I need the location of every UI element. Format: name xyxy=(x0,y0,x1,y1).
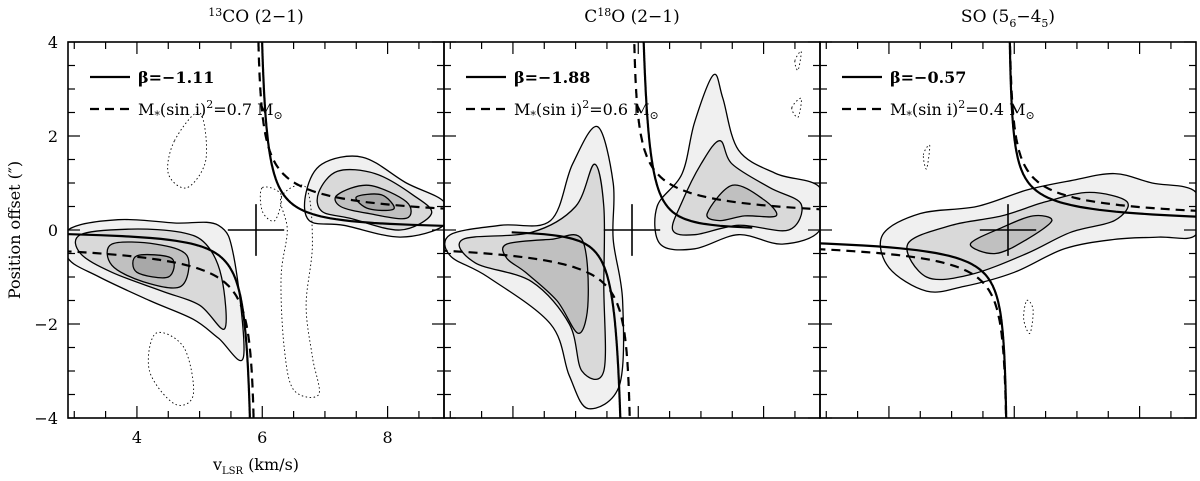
y-tick-label: 0 xyxy=(48,221,58,240)
negative-contour xyxy=(791,97,802,118)
legend-solid-label: β=−1.11 xyxy=(138,68,214,87)
panel-3-title: SO (56−45) xyxy=(961,7,1055,30)
y-tick-label: 4 xyxy=(48,33,58,52)
negative-contour xyxy=(279,184,320,398)
powerlaw-curve-redshift xyxy=(642,42,753,229)
panel-2-plot xyxy=(444,42,820,418)
panel-1-plot xyxy=(68,42,444,418)
panel-2-title: C18O (2−1) xyxy=(584,6,680,27)
negative-contour xyxy=(147,332,195,406)
x-tick-label: 4 xyxy=(132,428,142,447)
powerlaw-curve-blueshift xyxy=(820,242,1008,418)
powerlaw-curve-redshift xyxy=(1008,42,1196,218)
powerlaw-curve-redshift xyxy=(261,42,444,227)
y-tick-label: −2 xyxy=(34,315,58,334)
x-axis-label: vLSR (km/s) xyxy=(212,455,299,477)
legend-dashed-label: M*(sin i)2=0.6 M⊙ xyxy=(514,98,659,122)
panel-1-legend: β=−1.11 M*(sin i)2=0.7 M⊙ xyxy=(90,68,283,122)
legend-dashed-label: M*(sin i)2=0.7 M⊙ xyxy=(138,98,283,122)
powerlaw-curve-blueshift xyxy=(68,233,251,418)
kepler-curve-blueshift xyxy=(444,249,631,418)
legend-dashed-label: M*(sin i)2=0.4 M⊙ xyxy=(890,98,1035,122)
kepler-curve-blueshift xyxy=(68,250,255,418)
y-tick-label: −4 xyxy=(34,409,58,428)
kepler-curve-redshift xyxy=(257,42,444,210)
legend-solid-label: β=−1.88 xyxy=(514,68,590,87)
negative-contour xyxy=(922,144,931,170)
powerlaw-curve-blueshift xyxy=(511,231,622,418)
panel-2-legend: β=−1.88 M*(sin i)2=0.6 M⊙ xyxy=(466,68,659,122)
panel-3-plot xyxy=(820,42,1196,418)
negative-contour xyxy=(794,50,802,71)
legend-solid-label: β=−0.57 xyxy=(890,68,966,87)
x-tick-label: 6 xyxy=(257,428,267,447)
panel-3-legend: β=−0.57 M*(sin i)2=0.4 M⊙ xyxy=(842,68,1035,122)
negative-contour xyxy=(167,111,207,189)
y-tick-label: 2 xyxy=(48,127,58,146)
y-axis-label: Position offset (″) xyxy=(5,161,24,299)
contour-level-4 xyxy=(355,193,395,212)
x-tick-label: 8 xyxy=(383,428,393,447)
negative-contour xyxy=(259,186,283,222)
negative-contour xyxy=(1023,299,1034,334)
axes: 4 6 8 −4 −2 0 2 4 xyxy=(34,33,1197,447)
panel-1-title: 13CO (2−1) xyxy=(208,6,304,27)
contour-level-4 xyxy=(132,253,175,279)
contour-level-3 xyxy=(969,214,1053,255)
kepler-curve-redshift xyxy=(633,42,820,211)
